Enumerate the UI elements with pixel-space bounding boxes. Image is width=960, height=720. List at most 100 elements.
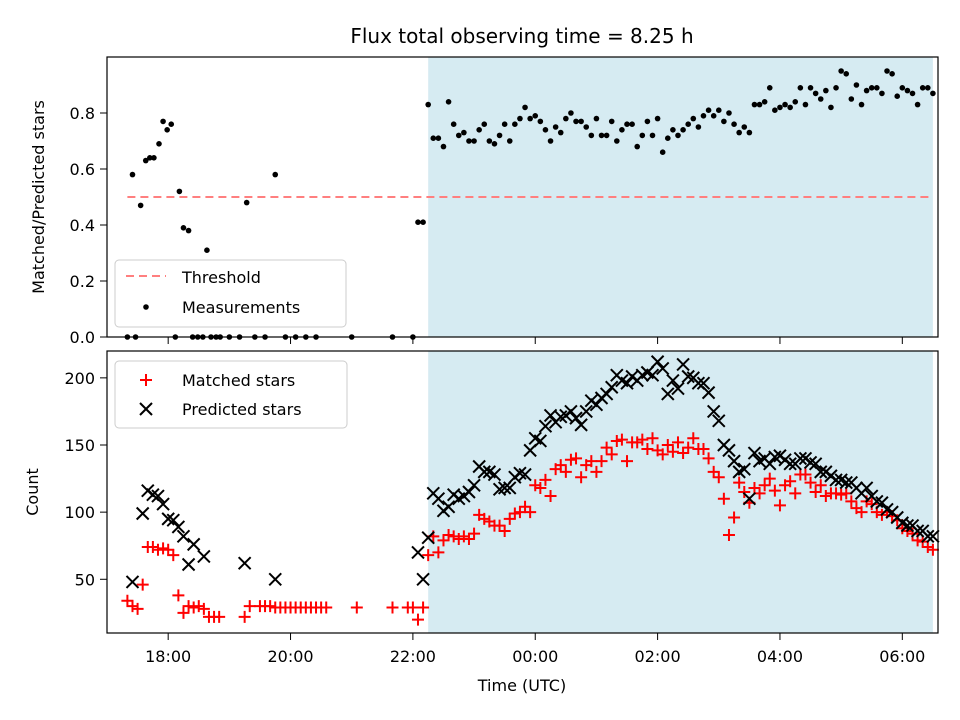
- measurement-point: [501, 121, 508, 127]
- legend-threshold-label: Threshold: [181, 268, 261, 287]
- measurement-point: [853, 82, 860, 88]
- measurement-point: [440, 143, 447, 150]
- measurement-point: [272, 171, 279, 178]
- matched-point: [636, 433, 649, 446]
- predicted-point: [431, 492, 446, 506]
- predicted-point: [620, 376, 634, 390]
- matched-point: [605, 448, 618, 461]
- matched-point: [773, 499, 786, 512]
- measurement-point: [517, 115, 523, 122]
- bottom-x-ticks: 18:00 20:00 22:00 00:00 02:00 04:00 06:00: [145, 633, 925, 666]
- matched-point: [926, 543, 939, 556]
- top-y-tick-label: 0.2: [70, 272, 95, 291]
- measurement-point: [532, 113, 539, 119]
- matched-point: [768, 484, 781, 497]
- matched-point: [182, 600, 195, 613]
- top-y-tick-label: 0.6: [70, 160, 95, 179]
- measurement-point: [817, 96, 824, 102]
- predicted-point: [411, 545, 425, 560]
- measurement-point: [137, 202, 144, 209]
- predicted-point: [569, 411, 583, 425]
- bottom-x-tick-label: 20:00: [267, 647, 313, 666]
- bottom-y-tick-label: 200: [64, 369, 95, 388]
- predicted-point: [237, 556, 252, 570]
- predicted-point: [554, 410, 568, 424]
- measurement-point: [491, 141, 498, 147]
- measurement-point: [476, 127, 482, 133]
- measurement-point: [649, 132, 656, 139]
- matched-point: [177, 606, 190, 619]
- matched-point: [631, 436, 644, 449]
- measurement-point: [797, 85, 804, 91]
- measurement-point: [726, 110, 732, 116]
- measurement-point: [843, 71, 850, 77]
- predicted-point: [197, 549, 211, 564]
- measurement-point: [547, 138, 554, 144]
- matched-point: [406, 601, 419, 614]
- matched-point: [172, 589, 185, 602]
- matched-point: [677, 447, 690, 460]
- predicted-point: [166, 513, 180, 527]
- measurement-point: [654, 115, 661, 122]
- matched-point: [478, 512, 491, 525]
- measurement-point: [823, 87, 829, 94]
- measurement-point: [884, 68, 890, 74]
- matched-point: [763, 472, 776, 485]
- measurement-point: [176, 188, 183, 195]
- matched-point: [641, 443, 654, 456]
- x-axis-label: Time (UTC): [477, 676, 566, 695]
- predicted-point: [564, 404, 578, 419]
- legend-predicted-swatch: [139, 402, 153, 416]
- matched-point: [615, 433, 628, 446]
- legend-matched-swatch: [140, 374, 152, 386]
- measurement-point: [894, 93, 901, 99]
- matched-point: [146, 541, 159, 554]
- measurement-point: [700, 113, 707, 119]
- measurement-point: [858, 101, 865, 108]
- bottom-legend: Matched stars Predicted stars: [114, 360, 348, 429]
- measurement-point: [914, 101, 921, 108]
- measurement-point: [848, 96, 855, 102]
- bottom-x-tick-label: 06:00: [879, 647, 925, 666]
- measurement-point: [542, 127, 549, 133]
- matched-point: [432, 546, 445, 559]
- predicted-point: [268, 572, 282, 586]
- predicted-point: [589, 398, 604, 412]
- predicted-point: [839, 475, 853, 490]
- predicted-point: [829, 473, 843, 487]
- matched-point: [784, 475, 797, 488]
- measurement-point: [537, 118, 544, 125]
- bottom-y-ticks: 50 100 150 200: [64, 369, 107, 589]
- predicted-point: [681, 369, 695, 384]
- predicted-point: [768, 450, 782, 464]
- matched-point: [748, 481, 761, 494]
- predicted-point: [186, 537, 201, 552]
- matched-point: [656, 448, 669, 461]
- measurement-point: [471, 138, 477, 144]
- matched-point: [646, 432, 659, 445]
- bottom-x-tick-label: 04:00: [757, 647, 803, 666]
- matched-point: [417, 601, 430, 614]
- predicted-point: [181, 557, 196, 572]
- measurement-point: [675, 132, 681, 139]
- bottom-x-tick-label: 22:00: [390, 647, 436, 666]
- measurement-point: [761, 99, 768, 105]
- predicted-point: [676, 357, 690, 372]
- matched-point: [238, 610, 251, 623]
- measurement-point: [838, 68, 844, 74]
- predicted-point: [926, 529, 940, 544]
- measurement-point: [608, 118, 615, 125]
- matched-point: [717, 492, 730, 505]
- measurement-point: [568, 110, 574, 116]
- matched-point: [151, 543, 164, 556]
- predicted-point: [706, 404, 721, 419]
- measurement-point: [721, 118, 727, 125]
- matched-point: [554, 459, 567, 472]
- matched-point: [865, 498, 878, 511]
- matched-point: [702, 452, 715, 465]
- matched-point: [804, 476, 817, 489]
- matched-point: [728, 511, 741, 524]
- measurement-point: [619, 127, 625, 133]
- measurement-point: [563, 115, 569, 122]
- measurement-point: [879, 90, 885, 97]
